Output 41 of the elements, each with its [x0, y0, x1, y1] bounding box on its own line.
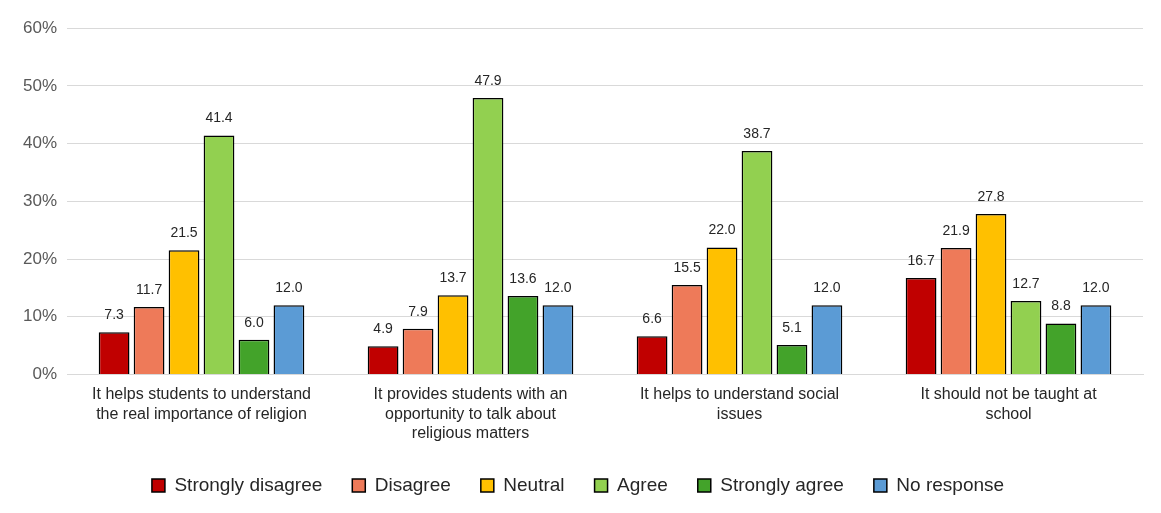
data-label: 21.9 [942, 221, 970, 238]
legend-label: Strongly disagree [174, 473, 323, 495]
data-label: 41.4 [205, 109, 233, 126]
data-label: 15.5 [673, 258, 701, 275]
y-tick-label: 50% [22, 75, 58, 95]
data-label: 7.9 [408, 302, 428, 319]
data-label: 12.0 [813, 279, 841, 296]
legend-label: No response [896, 473, 1005, 495]
y-tick-label: 40% [22, 133, 58, 153]
legend-label: Agree [617, 473, 668, 495]
data-label: 6.0 [244, 313, 264, 330]
data-label: 13.7 [439, 269, 467, 286]
legend-label: Disagree [374, 473, 451, 495]
data-label: 5.1 [782, 318, 802, 335]
data-label: 22.0 [708, 221, 736, 238]
data-label: 27.8 [977, 187, 1005, 204]
data-label: 4.9 [373, 319, 394, 336]
data-label: 12.7 [1012, 274, 1040, 291]
data-label: 13.6 [509, 269, 537, 286]
data-label: 16.7 [907, 251, 935, 268]
x-tick-label: It should not be taught at school [920, 385, 1098, 422]
data-label: 6.6 [642, 310, 663, 327]
data-label: 12.0 [1082, 279, 1110, 296]
data-label: 21.5 [170, 224, 198, 241]
data-label: 12.0 [275, 279, 303, 296]
y-tick-label: 30% [22, 190, 58, 210]
legend-label: Strongly agree [720, 473, 844, 495]
data-label: 47.9 [474, 71, 502, 88]
data-label: 38.7 [743, 124, 771, 141]
data-label: 12.0 [544, 279, 572, 296]
data-label: 11.7 [135, 280, 163, 297]
y-tick-label: 60% [22, 17, 58, 37]
legend-label: Neutral [503, 473, 565, 495]
y-tick-label: 10% [22, 306, 58, 326]
y-tick-label: 20% [22, 248, 58, 268]
y-tick-label: 0% [32, 364, 58, 384]
data-label: 8.8 [1051, 297, 1071, 314]
x-tick-label: It helps students to understand the real importance of religion [92, 385, 311, 422]
x-tick-label: It helps to understand social issues [639, 385, 840, 422]
x-tick-label: It provides students with an opportunity to talk about religious matters [373, 385, 568, 441]
data-label: 7.3 [104, 306, 125, 323]
